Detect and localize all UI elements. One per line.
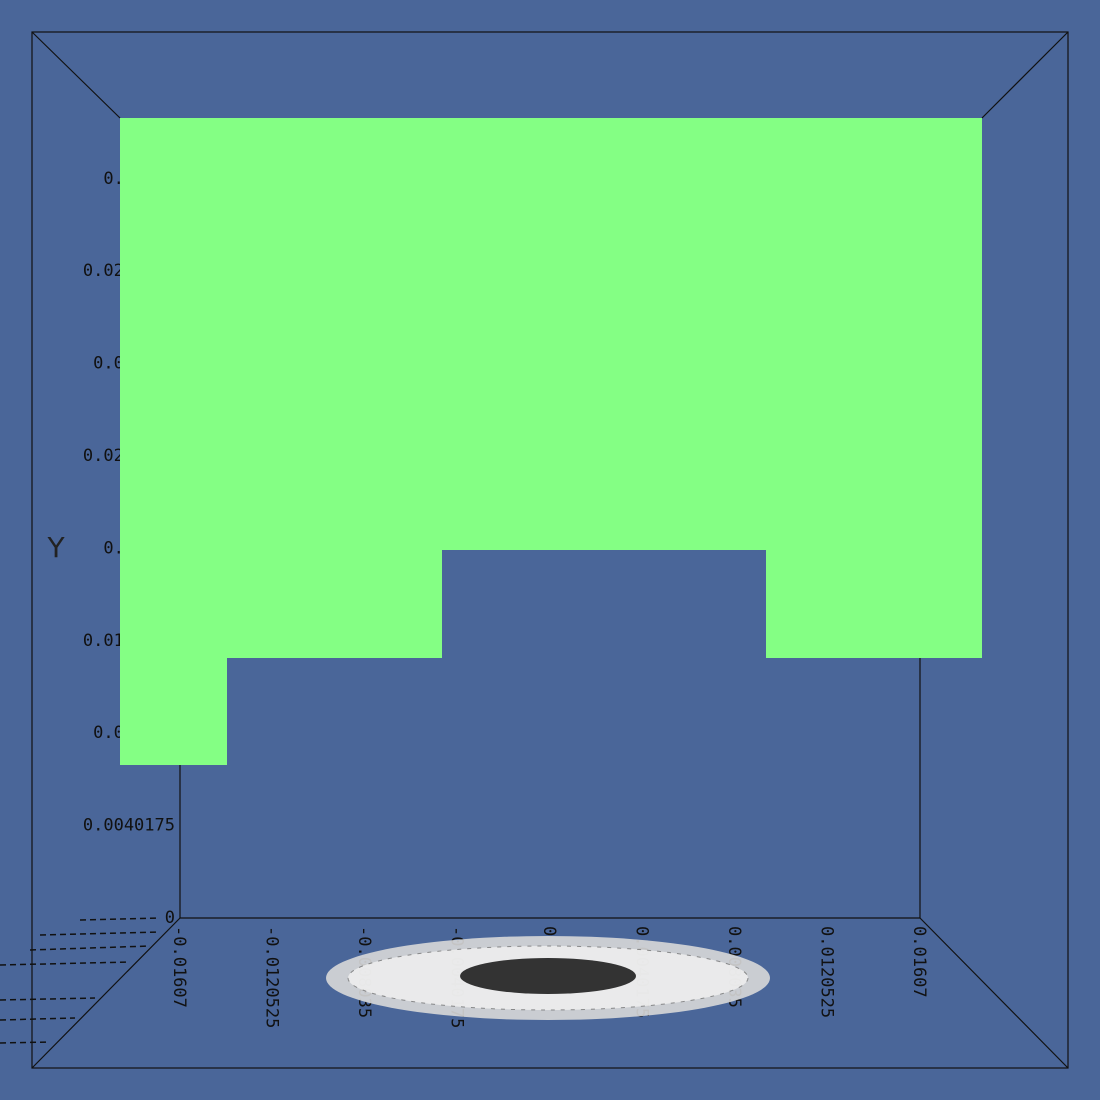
x-tick-label: 0	[539, 926, 559, 936]
edge	[981, 31, 1069, 119]
z-axis-ticks	[0, 917, 161, 1044]
edge	[31, 917, 181, 1069]
x-tick-label: -0.0120525	[262, 926, 282, 1028]
y-tick-label: 0	[165, 908, 175, 928]
blob-core	[460, 958, 636, 994]
x-tick-label: -0.01607	[169, 926, 189, 1008]
tick	[79, 917, 161, 921]
tick	[0, 1017, 76, 1021]
y-tick-label: 0.0040175	[83, 816, 175, 836]
edge	[919, 917, 1069, 1069]
edge	[31, 31, 121, 119]
outer-frame	[31, 31, 1069, 1069]
x-tick-label: 0.0120525	[817, 926, 837, 1018]
particle-blob	[326, 936, 770, 1020]
x-tick-label: 0.01607	[909, 926, 929, 998]
axis-title: Y	[46, 531, 65, 564]
tick	[29, 945, 151, 951]
surface	[120, 118, 982, 765]
tick	[39, 931, 161, 936]
tick	[0, 961, 131, 966]
tick	[0, 997, 96, 1001]
tick	[0, 1041, 51, 1044]
